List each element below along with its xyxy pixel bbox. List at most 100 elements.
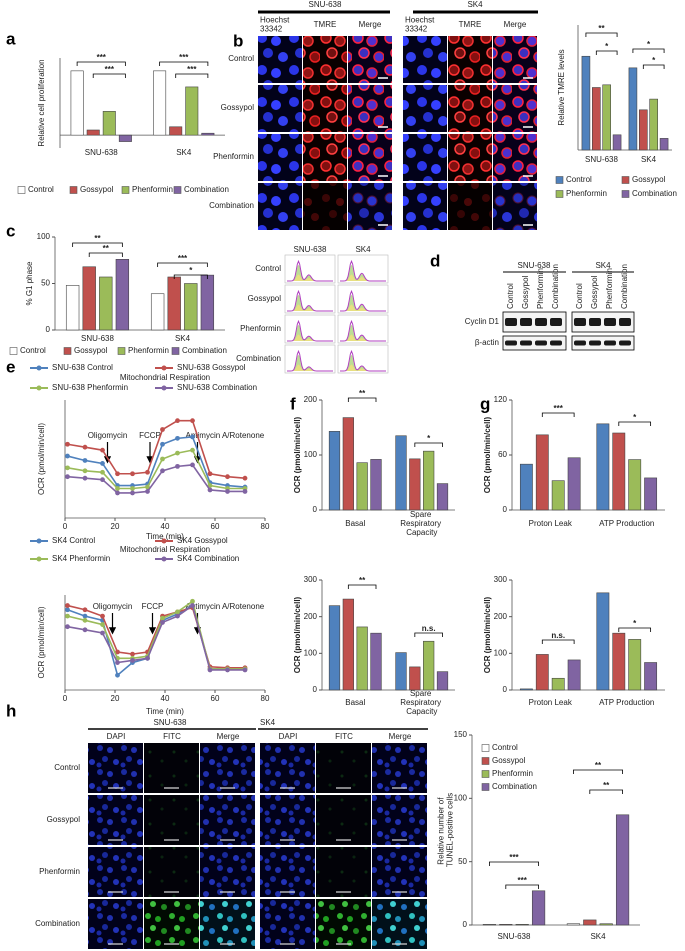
bar bbox=[200, 274, 215, 331]
bar bbox=[649, 98, 658, 151]
data-point bbox=[130, 651, 135, 657]
y-tick-label: 300 bbox=[304, 575, 318, 584]
data-point bbox=[207, 483, 213, 488]
bar bbox=[628, 459, 642, 511]
bar bbox=[596, 592, 610, 691]
data-point bbox=[175, 609, 180, 615]
category-label: SNU-638 bbox=[585, 155, 618, 164]
data-point bbox=[115, 649, 120, 655]
y-tick-label: 0 bbox=[503, 505, 508, 514]
legend-label: Combination bbox=[184, 185, 229, 194]
bar bbox=[423, 450, 435, 511]
data-point bbox=[100, 630, 105, 636]
bar bbox=[628, 639, 642, 691]
data-point bbox=[115, 486, 120, 491]
legend-swatch bbox=[481, 744, 490, 752]
bar bbox=[328, 431, 341, 511]
legend-label: Combination bbox=[182, 346, 227, 355]
legend-swatch bbox=[481, 757, 490, 765]
data-point bbox=[175, 613, 180, 619]
data-point bbox=[175, 418, 180, 424]
data-point bbox=[190, 434, 195, 440]
data-point bbox=[115, 490, 120, 496]
lane-label: Control bbox=[506, 283, 515, 309]
data-point bbox=[100, 622, 105, 627]
micrograph bbox=[260, 795, 315, 845]
micrograph bbox=[88, 847, 143, 897]
x-tick-label: 80 bbox=[261, 522, 270, 531]
significance-bracket bbox=[541, 639, 575, 644]
micrograph bbox=[448, 134, 492, 181]
bar bbox=[356, 462, 368, 511]
legend-label: SK4 Gossypol bbox=[177, 536, 228, 545]
data-point bbox=[82, 613, 88, 619]
series-line bbox=[67, 464, 245, 494]
data-point bbox=[65, 607, 70, 613]
y-axis-label: OCR (pmol/min/cell) bbox=[37, 423, 46, 495]
bar bbox=[185, 86, 199, 136]
column-label: TMRE bbox=[314, 20, 337, 29]
significance-label: * bbox=[652, 56, 656, 65]
y-tick-label: 100 bbox=[494, 648, 508, 657]
significance-label: n.s. bbox=[551, 631, 565, 640]
micrograph bbox=[200, 899, 255, 949]
data-point bbox=[207, 471, 213, 477]
micrograph bbox=[316, 795, 371, 845]
data-point bbox=[160, 427, 165, 432]
column-label: Merge bbox=[504, 20, 527, 29]
bar bbox=[436, 671, 449, 691]
data-point bbox=[190, 418, 195, 424]
significance-label: n.s. bbox=[422, 624, 436, 633]
data-point bbox=[130, 486, 135, 491]
significance-bracket bbox=[414, 632, 443, 637]
annotation: Antimycin A/Rotenone bbox=[186, 602, 265, 611]
data-point bbox=[190, 447, 195, 453]
blot-frame bbox=[502, 335, 567, 351]
legend-label: Combination bbox=[492, 782, 537, 791]
x-tick-label: 0 bbox=[63, 522, 68, 531]
lane-label: Gossypol bbox=[521, 275, 530, 309]
significance-bracket bbox=[589, 789, 623, 794]
significance-bracket bbox=[573, 769, 623, 774]
legend-label: SK4 Control bbox=[52, 536, 95, 545]
panel-label: f bbox=[290, 394, 296, 413]
data-point bbox=[160, 456, 165, 462]
legend-label: Combination bbox=[632, 189, 677, 198]
data-point bbox=[242, 475, 248, 481]
panel-label: e bbox=[6, 357, 15, 376]
data-point bbox=[130, 471, 135, 477]
legend-marker bbox=[36, 365, 42, 371]
bar bbox=[70, 70, 84, 136]
data-point bbox=[145, 484, 150, 490]
significance-bracket bbox=[505, 884, 539, 889]
legend-swatch bbox=[9, 347, 18, 355]
significance-label: ** bbox=[603, 781, 610, 790]
data-point bbox=[145, 489, 150, 494]
series-line bbox=[67, 449, 245, 490]
legend-label: Control bbox=[20, 346, 46, 355]
micrograph bbox=[493, 183, 537, 230]
y-axis-label: Relative cell proliferation bbox=[37, 59, 46, 146]
data-point bbox=[225, 474, 230, 480]
chart-title: Mitochondrial Respiration bbox=[120, 373, 210, 382]
category-label: SK4 bbox=[590, 932, 606, 941]
legend-swatch bbox=[17, 186, 26, 194]
x-tick-label: 40 bbox=[161, 694, 170, 703]
bar bbox=[169, 126, 183, 136]
blot-band bbox=[535, 340, 547, 346]
group-label: SK4 bbox=[595, 261, 611, 270]
micrograph bbox=[372, 743, 427, 793]
blot-band bbox=[619, 340, 631, 346]
y-axis-label: OCR (pmol/min/cell) bbox=[293, 416, 302, 493]
histogram-fill bbox=[287, 274, 333, 281]
category-label: Proton Leak bbox=[529, 519, 573, 528]
panel-label: d bbox=[430, 251, 440, 270]
data-point bbox=[115, 672, 120, 678]
significance-bracket bbox=[88, 252, 123, 257]
micrograph bbox=[144, 899, 199, 949]
column-label: FITC bbox=[335, 732, 353, 741]
data-point bbox=[190, 462, 195, 468]
data-point bbox=[190, 598, 195, 604]
legend-swatch bbox=[173, 186, 182, 194]
data-point bbox=[82, 617, 88, 623]
